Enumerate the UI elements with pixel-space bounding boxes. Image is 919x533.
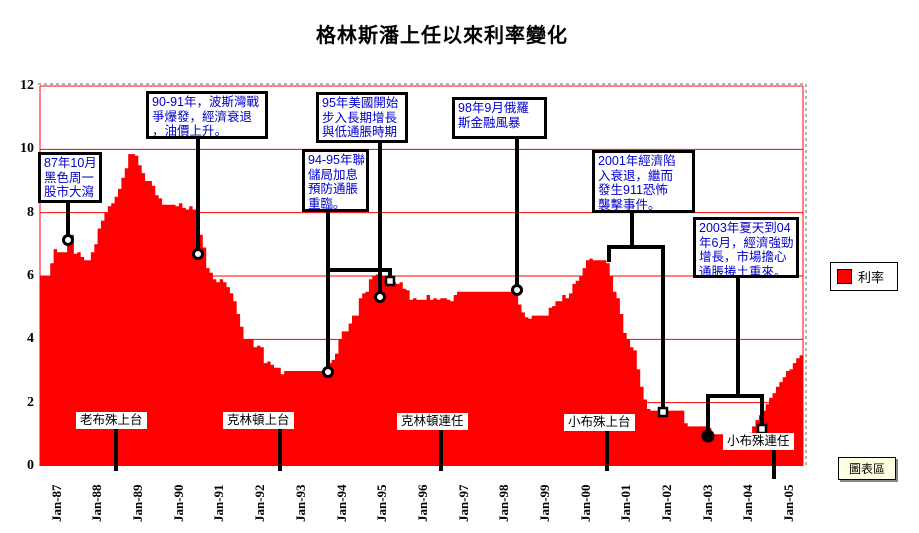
annotation-text-line: 襲擊事件。 (598, 197, 661, 212)
annotation-box-fed-hikes-94-95[interactable]: 94-95年聯 儲局加息 預防通脹 重臨。 (302, 149, 369, 212)
annotation-text-line: 90-91年，波斯灣戰 (152, 95, 259, 109)
rate-area-series[interactable] (40, 154, 803, 466)
y-tick-label-10: 10 (20, 141, 34, 157)
x-tick-label-Jan-97: Jan-97 (455, 484, 471, 522)
strong-growth-2003-04-marker-0 (701, 429, 715, 443)
annotation-text-line: 儲局加息 (308, 167, 359, 182)
x-tick-label-Jan-92: Jan-92 (252, 484, 268, 522)
annotation-text-line: 爭爆發，經濟衰退 (152, 109, 253, 124)
x-tick-label-Jan-98: Jan-98 (496, 484, 512, 522)
x-tick-label-Jan-91: Jan-91 (211, 484, 227, 522)
annotation-box-gulf-war[interactable]: 90-91年，波斯灣戰 爭爆發，經濟衰退 ，油價上升。 (146, 91, 268, 139)
annotation-text-line: 與低通脹時期 (322, 125, 398, 139)
annotation-text-line: 2003年夏天到04 (699, 221, 791, 235)
x-tick-label-Jan-89: Jan-89 (130, 484, 146, 522)
annotation-text-line: 黑色周一 (44, 170, 95, 185)
x-tick-label-Jan-05: Jan-05 (781, 484, 797, 522)
x-tick-label-Jan-87: Jan-87 (48, 484, 64, 522)
president-label-1: 克林頓上台 (223, 412, 294, 429)
annotation-text-line: 股市大瀉 (44, 185, 95, 199)
gulf-war-marker-0 (192, 248, 204, 260)
president-label-2: 克林頓連任 (397, 413, 468, 430)
x-tick-label-Jan-88: Jan-88 (89, 484, 105, 522)
x-tick-label-Jan-95: Jan-95 (374, 484, 390, 522)
y-tick-label-0: 0 (27, 458, 34, 473)
president-label-3: 小布殊上台 (564, 414, 635, 431)
y-tick-label-12: 12 (20, 78, 34, 93)
x-tick-label-Jan-01: Jan-01 (618, 484, 634, 522)
legend-label-rate: 利率 (858, 270, 885, 285)
x-tick-label-Jan-00: Jan-00 (577, 484, 593, 522)
annotation-text-line: 入衰退，繼而 (598, 168, 674, 183)
annotation-text-line: 2001年經濟陷 (598, 154, 676, 168)
x-tick-label-Jan-96: Jan-96 (414, 484, 430, 522)
chart-area-tooltip-text: 圖表區 (848, 462, 885, 476)
annotation-text-line: 通脹捲土重來。 (699, 264, 787, 278)
fed-hikes-94-95-marker-1 (384, 275, 396, 287)
annotation-text-line: 年6月，經濟強勁 (699, 235, 794, 250)
annotation-text-line: 發生911恐怖 (598, 183, 668, 197)
y-tick-label-4: 4 (27, 331, 34, 347)
y-tick-label-2: 2 (27, 394, 34, 410)
annotation-box-black-monday[interactable]: 87年10月 黑色周一 股市大瀉 (38, 152, 102, 203)
annotation-text-line: 步入長期增長 (322, 110, 398, 125)
x-tick-label-Jan-04: Jan-04 (740, 484, 756, 522)
annotation-box-strong-growth-2003-04[interactable]: 2003年夏天到04 年6月，經濟強勁 增長，市場擔心 通脹捲土重來。 (693, 217, 799, 278)
black-monday-marker-0 (62, 234, 74, 246)
annotation-text-line: 增長，市場擔心 (699, 250, 787, 264)
annotation-text-line: 斯金融風暴 (458, 115, 521, 130)
x-tick-label-Jan-02: Jan-02 (659, 484, 675, 522)
chart-title: 格林斯潘上任以來利率變化 (316, 25, 568, 47)
legend[interactable]: 利率 (830, 262, 898, 291)
annotation-text-line: 94-95年聯 (308, 153, 365, 167)
annotation-text-line: ，油價上升。 (152, 124, 228, 138)
annotation-box-long-growth-1995[interactable]: 95年美國開始 步入長期增長 與低通脹時期 (316, 92, 408, 143)
annotation-box-russia-crisis-1998[interactable]: 98年9月俄羅 斯金融風暴 (452, 97, 547, 139)
fed-hikes-94-95-marker-0 (322, 366, 334, 378)
x-tick-label-Jan-93: Jan-93 (292, 484, 308, 522)
annotation-box-recession-911-2001[interactable]: 2001年經濟陷 入衰退，繼而 發生911恐怖 襲擊事件。 (592, 150, 695, 213)
russia-crisis-1998-marker-0 (511, 284, 523, 296)
president-label-0: 老布殊上台 (76, 412, 147, 429)
annotation-text-line: 95年美國開始 (322, 96, 399, 110)
strong-growth-2003-04-marker-1 (756, 423, 768, 435)
president-label-4: 小布殊連任 (723, 433, 794, 450)
y-tick-label-8: 8 (27, 204, 34, 220)
recession-911-2001-marker-0 (657, 406, 669, 418)
y-tick-label-6: 6 (27, 268, 34, 283)
x-tick-label-Jan-94: Jan-94 (333, 484, 349, 522)
long-growth-1995-marker-0 (374, 291, 386, 303)
annotation-text-line: 預防通脹 (308, 182, 359, 196)
x-tick-label-Jan-99: Jan-99 (537, 484, 552, 522)
legend-swatch-rate (837, 269, 852, 284)
annotation-text-line: 重臨。 (308, 196, 346, 211)
x-tick-label-Jan-03: Jan-03 (699, 484, 715, 522)
x-tick-label-Jan-90: Jan-90 (170, 484, 186, 522)
chart-area-tooltip: 圖表區 (838, 457, 896, 480)
annotation-text-line: 98年9月俄羅 (458, 101, 529, 115)
annotation-text-line: 87年10月 (44, 156, 97, 170)
